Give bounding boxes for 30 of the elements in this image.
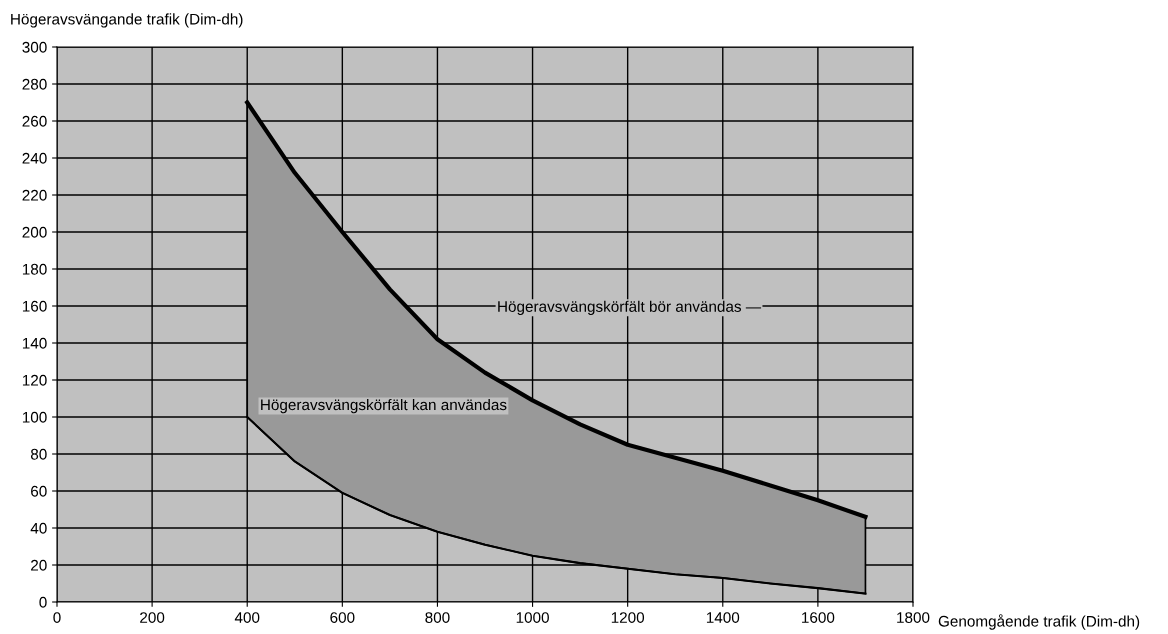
y-tick-label: 280 xyxy=(22,78,47,90)
y-tick-label: 20 xyxy=(31,559,47,571)
x-tick-label: 1400 xyxy=(706,612,740,623)
x-tick-label: 0 xyxy=(53,612,61,623)
x-tick-label: 1200 xyxy=(611,612,645,623)
y-tick-label: 80 xyxy=(30,448,47,460)
x-axis-title: Genomgående trafik (Dim-dh) xyxy=(938,614,1140,630)
x-tick-label: 400 xyxy=(234,612,260,623)
y-tick-label: 160 xyxy=(22,300,47,312)
y-tick-label: 200 xyxy=(22,226,47,238)
y-tick-label: 60 xyxy=(31,485,47,497)
annotation: Högeravsvängskörfält bör användas — xyxy=(498,300,762,315)
y-tick-label: 260 xyxy=(22,115,47,127)
y-tick-label: 100 xyxy=(22,411,47,423)
y-tick-label: 40 xyxy=(30,522,47,534)
y-tick-label: 240 xyxy=(22,152,47,164)
y-tick-label: 180 xyxy=(22,263,47,275)
x-tick-label: 1600 xyxy=(802,612,835,623)
x-tick-label: 1800 xyxy=(897,612,930,623)
y-tick-label: 140 xyxy=(22,337,47,349)
y-axis-title: Högeravsvängande trafik (Dim-dh) xyxy=(11,13,243,28)
y-tick-label: 120 xyxy=(22,374,47,386)
x-tick-label: 800 xyxy=(425,612,450,623)
x-tick-label: 1000 xyxy=(516,612,549,623)
y-tick-label: 300 xyxy=(22,41,47,53)
x-tick-label: 600 xyxy=(330,612,355,623)
annotation: Högeravsvängskörfält kan användas xyxy=(261,398,507,414)
y-tick-label: 0 xyxy=(39,596,47,608)
y-tick-label: 220 xyxy=(22,189,47,201)
x-tick-label: 200 xyxy=(140,612,165,623)
